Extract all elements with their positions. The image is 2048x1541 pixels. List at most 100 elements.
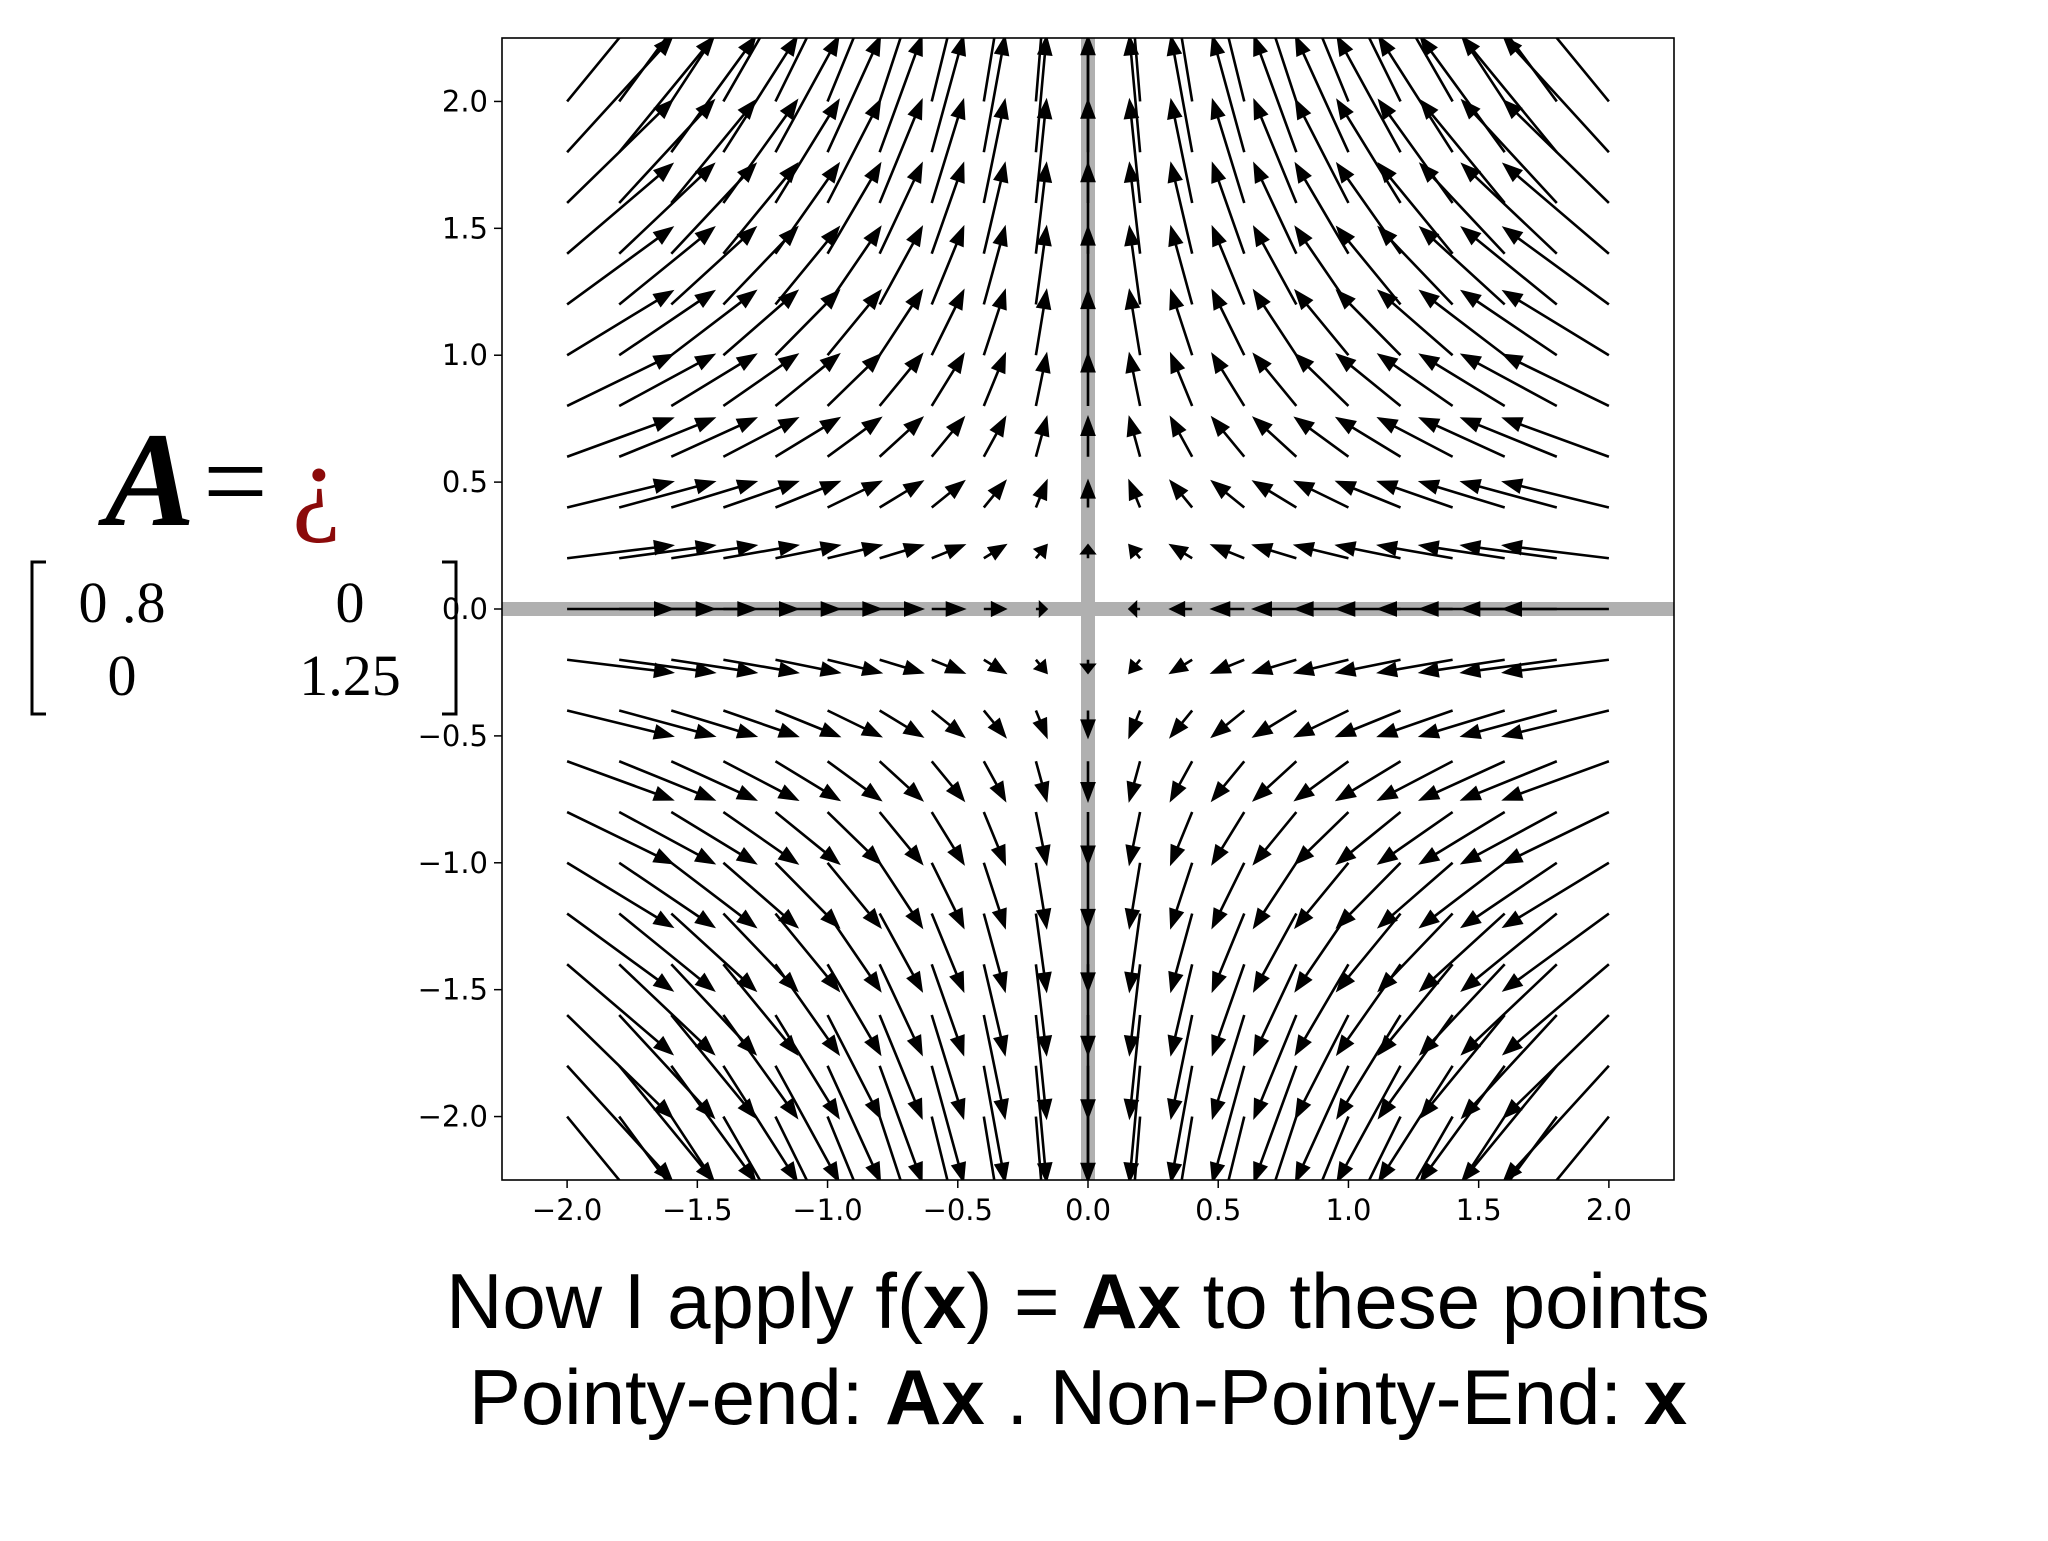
arrow [1501, 539, 1610, 560]
arrow [670, 38, 756, 153]
arrow [670, 417, 758, 458]
arrow [618, 810, 717, 865]
arrow [1032, 543, 1048, 560]
arrow [670, 810, 758, 865]
arrow [1293, 811, 1350, 866]
arrow [878, 416, 925, 458]
x-tick-label: −0.5 [923, 1193, 993, 1227]
arrow [982, 862, 1007, 930]
arrow [930, 811, 965, 866]
arrow [774, 352, 841, 407]
y-tick-label: −1.5 [418, 973, 488, 1007]
arrow [774, 1014, 840, 1120]
arrow [670, 760, 758, 801]
arrow [566, 912, 675, 992]
arrow [618, 162, 716, 255]
arrow [1169, 760, 1194, 803]
arrow [1252, 352, 1298, 407]
arrow [1034, 811, 1051, 867]
x-tick-label: 1.5 [1456, 1193, 1502, 1227]
arrow [826, 1014, 882, 1120]
arrow [931, 658, 967, 674]
arrow [1335, 811, 1402, 866]
matrix-bracket-left [30, 560, 46, 716]
arrow [774, 38, 840, 153]
arrow [618, 98, 716, 204]
arrow [618, 38, 715, 154]
arrow [1210, 760, 1246, 803]
arrow [930, 1116, 949, 1180]
arrow [1459, 417, 1558, 458]
arrow [826, 416, 883, 458]
arrow [826, 1116, 856, 1180]
arrow [1034, 1014, 1053, 1121]
caption-bold: Ax [885, 1353, 985, 1441]
arrow [774, 912, 841, 993]
arrow [1336, 1065, 1402, 1180]
arrow [982, 97, 1009, 204]
arrow [1376, 289, 1454, 357]
arrow [1418, 912, 1506, 993]
arrow [982, 479, 1008, 509]
arrow [1419, 98, 1506, 204]
arrow [618, 353, 717, 408]
arrow [723, 658, 800, 678]
arrow [1461, 38, 1558, 154]
arrow [671, 540, 759, 560]
arrow [670, 1014, 757, 1120]
arrow [1034, 862, 1052, 930]
arrow [1034, 161, 1053, 254]
arrow [982, 1065, 1010, 1180]
y-tick-label: 0.0 [442, 592, 488, 626]
arrow [1211, 352, 1246, 407]
arrow [982, 224, 1008, 305]
arrow [878, 1065, 923, 1180]
y-axis-line [1081, 38, 1095, 1180]
arrow [1034, 224, 1052, 305]
arrow [566, 289, 675, 357]
arrow [826, 98, 882, 204]
arrow [1128, 543, 1144, 560]
arrow [1034, 38, 1043, 102]
arrow [878, 161, 923, 255]
arrow [722, 810, 800, 865]
arrow [878, 963, 923, 1057]
arrow [1211, 913, 1246, 994]
arrow [1169, 811, 1194, 867]
arrow [1034, 351, 1051, 407]
arrow [1418, 810, 1506, 865]
arrow [1209, 658, 1245, 674]
arrow [1034, 38, 1053, 153]
arrow [982, 38, 1010, 153]
x-tick-label: 2.0 [1586, 1193, 1632, 1227]
arrow [1123, 1065, 1142, 1180]
arrow [722, 480, 800, 509]
arrow [566, 709, 675, 740]
arrow [722, 38, 762, 103]
arrow [878, 811, 924, 866]
arrow [826, 225, 882, 306]
arrow [1459, 479, 1558, 509]
arrow [1168, 657, 1193, 675]
arrow [1418, 225, 1506, 306]
arrow [618, 1115, 668, 1180]
arrow [1376, 658, 1453, 678]
arrow [983, 543, 1008, 561]
arrow [1295, 1065, 1350, 1180]
arrow [1169, 351, 1194, 407]
arrow [1034, 288, 1052, 356]
arrow [1501, 658, 1610, 679]
arrow [1227, 38, 1246, 102]
arrow [1211, 224, 1246, 305]
caption-text: . Non-Pointy-End: [985, 1353, 1644, 1441]
arrow [1035, 599, 1049, 619]
arrow [1376, 353, 1454, 408]
arrow [1377, 225, 1454, 306]
arrow [930, 760, 966, 803]
arrow [1503, 1064, 1610, 1180]
arrow [983, 657, 1008, 675]
arrow [1376, 709, 1454, 738]
arrow [1180, 38, 1194, 102]
arrow [1461, 38, 1506, 103]
arrow [670, 38, 715, 103]
